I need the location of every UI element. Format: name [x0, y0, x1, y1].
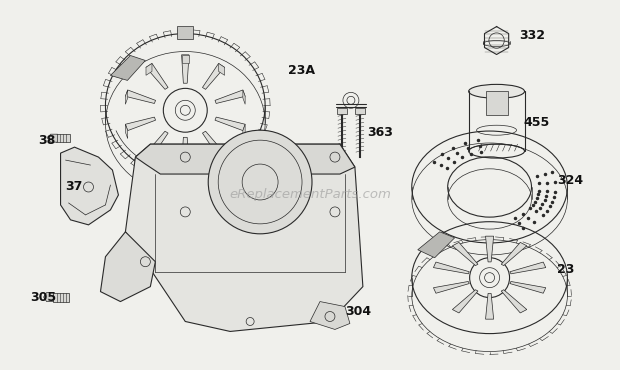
Text: 305: 305	[30, 291, 57, 304]
Ellipse shape	[469, 84, 525, 98]
Polygon shape	[146, 153, 152, 165]
Polygon shape	[135, 144, 355, 174]
Polygon shape	[125, 124, 128, 139]
Polygon shape	[418, 232, 454, 258]
Polygon shape	[182, 55, 189, 83]
Text: 363: 363	[367, 126, 392, 139]
Polygon shape	[433, 262, 469, 274]
Polygon shape	[110, 56, 145, 80]
Polygon shape	[243, 124, 245, 139]
Polygon shape	[182, 55, 189, 63]
Polygon shape	[125, 90, 128, 104]
Polygon shape	[219, 153, 224, 165]
Text: 304: 304	[345, 305, 371, 318]
Polygon shape	[485, 236, 494, 262]
Polygon shape	[203, 131, 224, 157]
Polygon shape	[453, 242, 478, 266]
Polygon shape	[146, 63, 168, 89]
Polygon shape	[125, 144, 363, 332]
Polygon shape	[203, 63, 224, 89]
Polygon shape	[501, 290, 527, 313]
Text: 23: 23	[557, 263, 575, 276]
Polygon shape	[243, 90, 245, 104]
Circle shape	[208, 130, 312, 234]
Text: 455: 455	[523, 116, 550, 129]
Polygon shape	[146, 131, 168, 157]
Text: eReplacementParts.com: eReplacementParts.com	[229, 188, 391, 201]
Polygon shape	[125, 90, 156, 104]
Polygon shape	[433, 282, 469, 293]
Polygon shape	[219, 63, 224, 75]
Bar	[485, 91, 508, 115]
Bar	[56, 134, 69, 142]
Text: 23A: 23A	[288, 64, 315, 77]
Polygon shape	[510, 282, 546, 293]
Text: 38: 38	[38, 134, 56, 147]
Polygon shape	[100, 232, 156, 302]
Polygon shape	[177, 26, 193, 38]
Text: 332: 332	[520, 29, 546, 42]
Polygon shape	[43, 293, 53, 302]
Polygon shape	[146, 63, 152, 75]
Polygon shape	[215, 90, 245, 104]
Polygon shape	[510, 262, 546, 274]
Polygon shape	[337, 108, 347, 114]
Polygon shape	[485, 293, 494, 319]
Polygon shape	[501, 242, 527, 266]
Bar	[53, 293, 69, 302]
Polygon shape	[355, 108, 365, 114]
Polygon shape	[61, 147, 118, 225]
Polygon shape	[182, 166, 189, 174]
Polygon shape	[182, 137, 189, 166]
Text: 324: 324	[557, 174, 583, 186]
Polygon shape	[125, 117, 156, 131]
Polygon shape	[48, 134, 58, 142]
Text: 37: 37	[66, 181, 83, 194]
Polygon shape	[453, 290, 478, 313]
Polygon shape	[310, 302, 350, 329]
Polygon shape	[215, 117, 245, 131]
